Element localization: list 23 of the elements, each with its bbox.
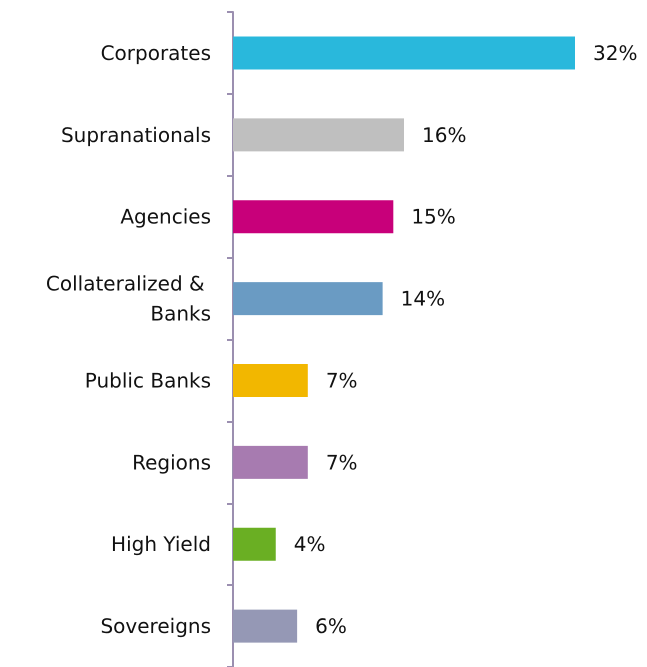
y-tick-label: Supranationals	[60, 122, 211, 147]
y-tick-label: Collateralized & Banks	[46, 272, 211, 326]
bar	[233, 36, 575, 70]
data-label: 4%	[294, 532, 326, 556]
data-label: 7%	[326, 450, 358, 474]
y-tick-label: Sovereigns	[100, 614, 211, 638]
y-tick-label: Agencies	[120, 204, 211, 229]
data-label: 16%	[422, 122, 466, 147]
data-label: 15%	[411, 204, 456, 229]
y-tick-label: Corporates	[100, 40, 211, 65]
bar	[233, 528, 276, 561]
bar	[233, 118, 404, 152]
bar	[233, 364, 308, 397]
y-tick-label: Public Banks	[84, 368, 211, 392]
bar	[233, 446, 308, 479]
data-label: 14%	[400, 286, 446, 311]
bar	[233, 282, 383, 316]
data-label: 6%	[315, 614, 347, 638]
y-tick-label: Regions	[132, 450, 211, 474]
data-label: 7%	[326, 368, 358, 392]
y-tick-label: High Yield	[111, 532, 211, 556]
bar	[233, 200, 394, 234]
data-label: 32%	[593, 40, 638, 65]
